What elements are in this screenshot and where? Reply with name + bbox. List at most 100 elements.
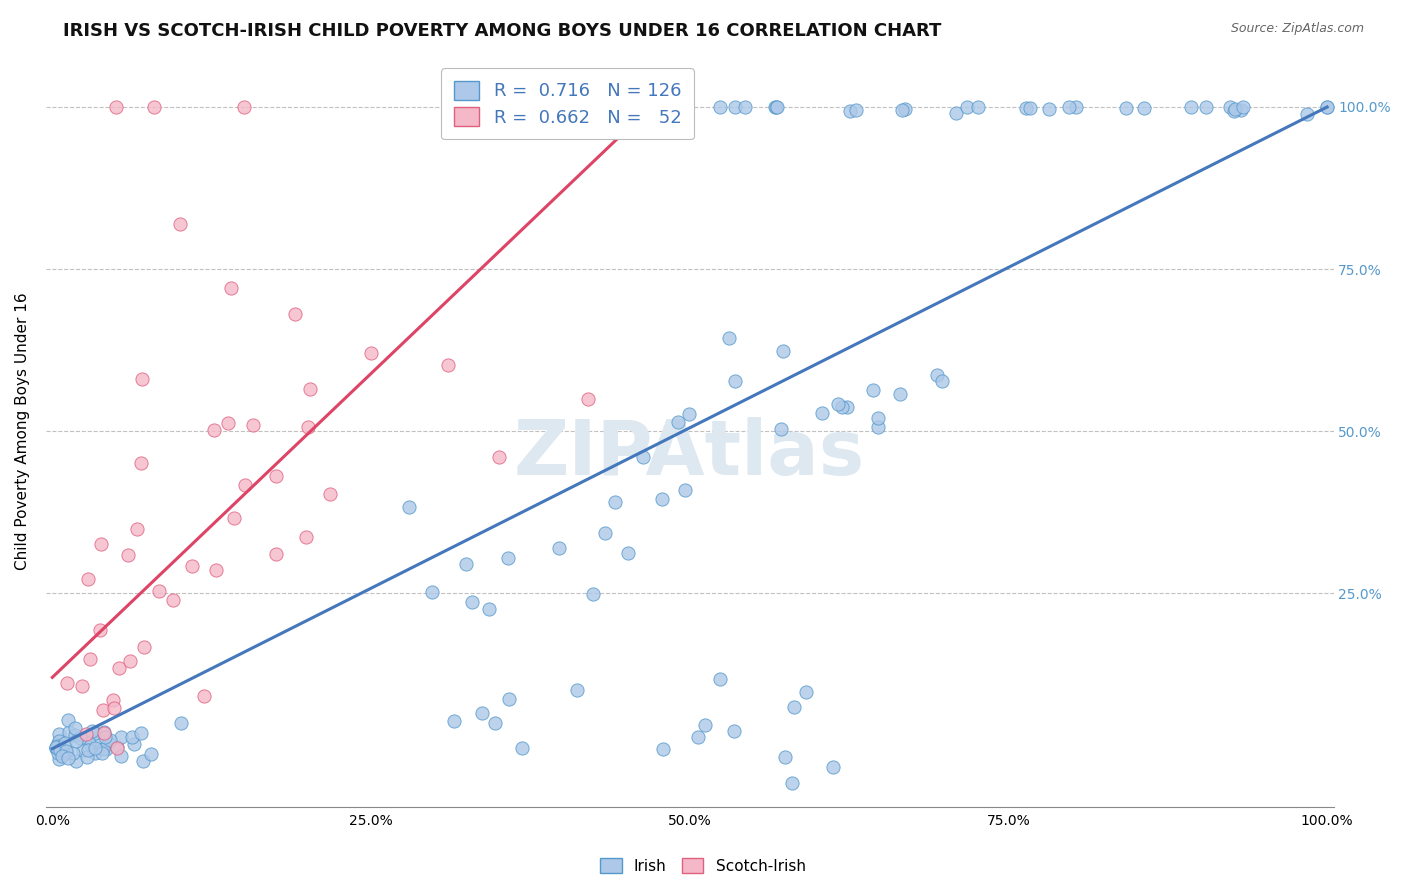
Point (839, 103, 862, 118)
Point (121, 730, 143, 744)
Point (1019, 101, 1042, 115)
Point (498, 692, 520, 706)
Point (1064, 100, 1087, 114)
Point (193, 689, 215, 703)
Point (718, 331, 741, 345)
Point (55, 744, 77, 758)
Point (45, 739, 67, 754)
Point (1232, 100, 1254, 114)
Point (48, 752, 70, 766)
Point (724, 100, 747, 114)
Point (120, 654, 142, 668)
Point (48, 727, 70, 741)
Point (966, 100, 988, 114)
Point (811, 406, 834, 420)
Point (510, 740, 533, 755)
Point (91, 741, 114, 756)
Point (360, 346, 382, 360)
Point (488, 450, 510, 464)
Point (79, 652, 101, 666)
Point (110, 731, 132, 745)
Point (734, 100, 756, 114)
Point (91, 703, 114, 717)
Point (866, 420, 889, 434)
Point (603, 495, 626, 509)
Point (86, 735, 108, 749)
Point (471, 706, 494, 721)
Point (835, 400, 858, 414)
Point (775, 750, 797, 764)
Point (894, 102, 917, 116)
Point (582, 587, 605, 601)
Point (1015, 102, 1038, 116)
Point (1222, 103, 1244, 118)
Point (1195, 100, 1218, 114)
Point (222, 510, 245, 524)
Point (264, 547, 287, 561)
Point (148, 583, 170, 598)
Point (931, 374, 953, 388)
Point (105, 740, 128, 755)
Point (202, 423, 225, 437)
Point (614, 100, 637, 114)
Point (454, 557, 477, 571)
Point (93, 725, 115, 739)
Point (62, 747, 84, 761)
Point (1132, 101, 1154, 115)
Point (576, 392, 599, 406)
Point (77, 743, 100, 757)
Point (769, 422, 792, 436)
Point (945, 105, 967, 120)
Point (437, 358, 460, 372)
Point (547, 541, 569, 556)
Point (232, 100, 254, 114)
Point (80, 724, 103, 739)
Point (686, 730, 709, 744)
Point (673, 483, 696, 498)
Point (105, 739, 128, 754)
Y-axis label: Child Poverty Among Boys Under 16: Child Poverty Among Boys Under 16 (15, 293, 30, 570)
Point (46, 736, 69, 750)
Point (1219, 100, 1241, 114)
Point (890, 103, 912, 117)
Point (141, 747, 163, 762)
Point (283, 307, 305, 321)
Point (866, 410, 889, 425)
Point (93, 724, 115, 739)
Point (1316, 100, 1339, 114)
Point (298, 382, 321, 396)
Point (772, 344, 794, 359)
Point (89, 623, 111, 637)
Text: IRISH VS SCOTCH-IRISH CHILD POVERTY AMONG BOYS UNDER 16 CORRELATION CHART: IRISH VS SCOTCH-IRISH CHILD POVERTY AMON… (63, 22, 942, 40)
Point (134, 640, 156, 654)
Point (1038, 102, 1060, 116)
Point (65, 734, 87, 748)
Point (129, 456, 152, 470)
Point (76, 572, 98, 586)
Point (127, 522, 149, 536)
Point (110, 749, 132, 764)
Point (90, 747, 112, 761)
Point (75, 730, 97, 744)
Point (219, 281, 242, 295)
Legend: R =  0.716   N = 126, R =  0.662   N =   52: R = 0.716 N = 126, R = 0.662 N = 52 (441, 68, 695, 139)
Point (666, 415, 689, 429)
Point (90, 537, 112, 551)
Point (565, 682, 588, 697)
Point (83, 741, 105, 756)
Point (83, 746, 105, 760)
Point (925, 368, 948, 382)
Point (652, 742, 675, 756)
Point (709, 673, 731, 687)
Point (766, 100, 789, 114)
Point (242, 417, 264, 432)
Point (845, 103, 868, 117)
Point (783, 700, 806, 714)
Point (169, 716, 191, 731)
Point (129, 725, 152, 739)
Point (169, 217, 191, 231)
Point (233, 478, 256, 492)
Point (1180, 100, 1202, 114)
Point (217, 416, 239, 430)
Point (1230, 103, 1253, 117)
